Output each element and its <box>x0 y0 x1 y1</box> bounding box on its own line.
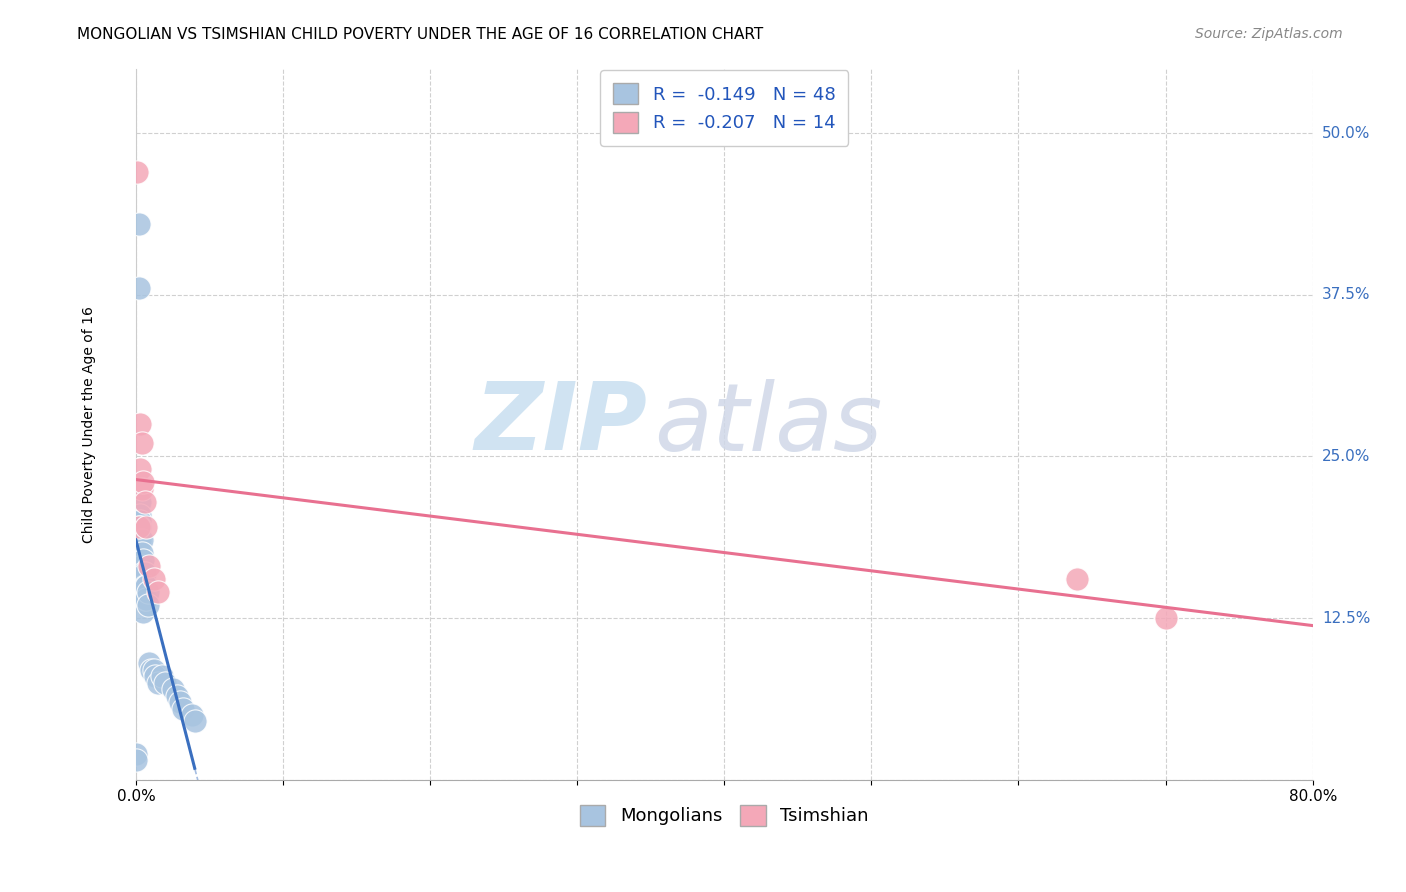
Point <box>131 559 153 574</box>
Point <box>131 572 153 586</box>
Point <box>162 682 184 697</box>
Point <box>1066 572 1088 586</box>
Text: MONGOLIAN VS TSIMSHIAN CHILD POVERTY UNDER THE AGE OF 16 CORRELATION CHART: MONGOLIAN VS TSIMSHIAN CHILD POVERTY UND… <box>77 27 763 42</box>
Point <box>150 669 173 683</box>
Point <box>138 559 160 574</box>
Point <box>131 436 153 450</box>
Point <box>129 514 152 528</box>
Point <box>169 695 191 709</box>
Point <box>132 475 155 490</box>
Point <box>136 598 159 612</box>
Point <box>132 579 155 593</box>
Point <box>132 553 155 567</box>
Point <box>134 494 156 508</box>
Point <box>131 533 153 548</box>
Point <box>128 527 150 541</box>
Point <box>132 591 155 606</box>
Point <box>127 520 149 534</box>
Point <box>129 508 152 522</box>
Point <box>146 675 169 690</box>
Point <box>180 708 202 723</box>
Point <box>132 566 155 580</box>
Legend: Mongolians, Tsimshian: Mongolians, Tsimshian <box>571 796 877 835</box>
Point <box>155 675 177 690</box>
Point <box>125 753 148 767</box>
Point <box>135 579 157 593</box>
Point <box>135 591 157 606</box>
Point <box>129 546 152 560</box>
Point <box>166 689 188 703</box>
Point <box>131 546 153 560</box>
Text: 25.0%: 25.0% <box>1322 449 1371 464</box>
Point <box>128 217 150 231</box>
Point <box>135 520 157 534</box>
Point <box>131 482 153 496</box>
Point <box>146 585 169 599</box>
Text: 50.0%: 50.0% <box>1322 126 1371 141</box>
Point <box>129 494 152 508</box>
Point <box>142 663 165 677</box>
Point <box>134 579 156 593</box>
Text: atlas: atlas <box>654 378 882 469</box>
Text: 12.5%: 12.5% <box>1322 610 1371 625</box>
Text: Child Poverty Under the Age of 16: Child Poverty Under the Age of 16 <box>82 306 96 542</box>
Point <box>129 520 152 534</box>
Text: 37.5%: 37.5% <box>1322 287 1371 302</box>
Text: ZIP: ZIP <box>475 378 648 470</box>
Point <box>183 714 205 729</box>
Point <box>136 585 159 599</box>
Point <box>138 657 160 671</box>
Point <box>143 669 166 683</box>
Point <box>134 566 156 580</box>
Point <box>131 585 153 599</box>
Point <box>127 501 149 516</box>
Point <box>125 747 148 761</box>
Point <box>129 533 152 548</box>
Point <box>128 281 150 295</box>
Text: Source: ZipAtlas.com: Source: ZipAtlas.com <box>1195 27 1343 41</box>
Point <box>129 572 152 586</box>
Point <box>128 520 150 534</box>
Point <box>142 572 165 586</box>
Point <box>134 591 156 606</box>
Point <box>127 165 149 179</box>
Point <box>139 663 162 677</box>
Point <box>128 494 150 508</box>
Point <box>172 701 194 715</box>
Point <box>129 417 152 431</box>
Point <box>1154 611 1177 625</box>
Point <box>132 605 155 619</box>
Point <box>129 559 152 574</box>
Point <box>129 462 152 476</box>
Point <box>127 533 149 548</box>
Point <box>128 514 150 528</box>
